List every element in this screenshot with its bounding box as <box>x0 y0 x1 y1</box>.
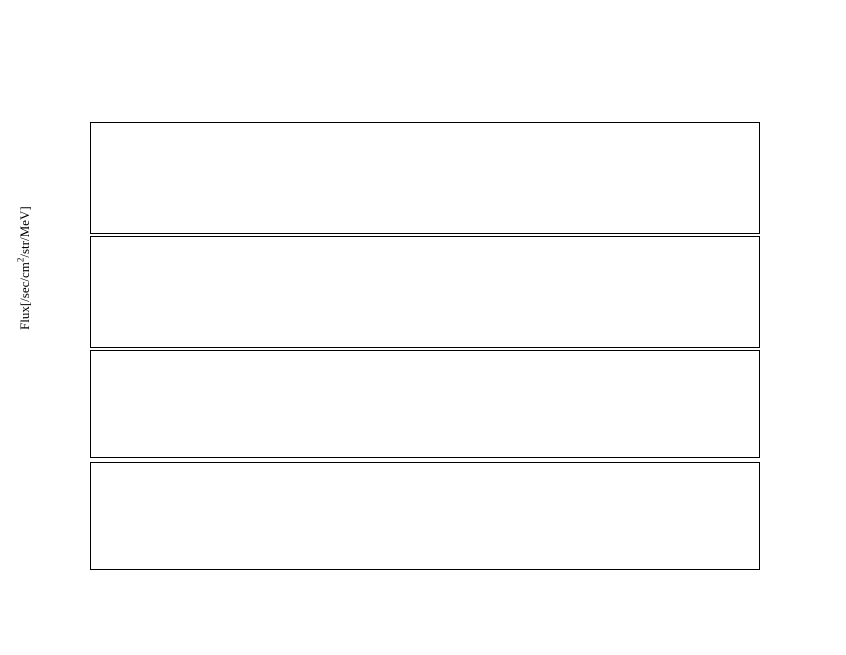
kp-index-panel <box>90 462 760 570</box>
electron-flux-panel <box>90 236 760 348</box>
flux-axis-label: Flux[/sec/cm2/str/MeV] <box>16 206 33 330</box>
proton-flux-panel <box>90 122 760 234</box>
mam-hp-panel <box>90 350 760 458</box>
flux-axis-label-text: Flux[/sec/cm2/str/MeV] <box>16 206 33 330</box>
